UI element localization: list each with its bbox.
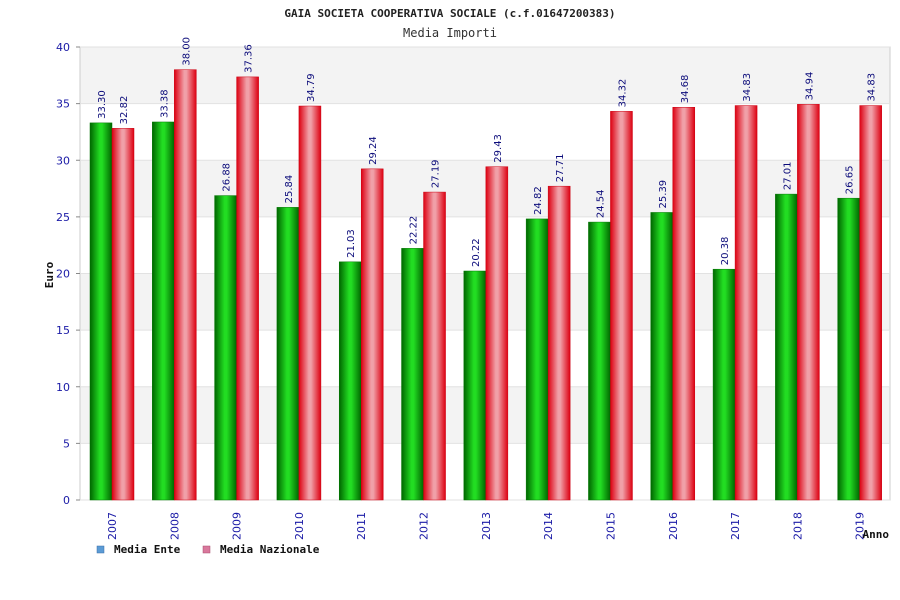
bar-media-ente-2010 <box>276 207 300 501</box>
legend-swatch-media-nazionale <box>202 545 211 554</box>
legend: Media Ente Media Nazionale <box>96 543 320 556</box>
bar-media-ente-2009 <box>214 195 237 501</box>
data-label: 29.24 <box>368 136 379 165</box>
data-label: 26.65 <box>845 166 856 195</box>
bar-media-ente-2016 <box>650 212 674 501</box>
bar-media-nazionale-2007 <box>111 128 135 501</box>
bar-media-ente-2011 <box>338 261 362 501</box>
x-tick-label: 2018 <box>791 512 804 540</box>
data-label: 33.38 <box>159 89 170 118</box>
chart-subtitle: Media Importi <box>403 26 497 40</box>
data-label: 34.94 <box>804 72 815 101</box>
data-label: 22.22 <box>409 216 420 245</box>
x-axis-ticks: 2007 2008 2009 2010 2011 2012 2013 2014 2015 2016… <box>106 512 867 540</box>
data-label: 38.00 <box>181 37 192 66</box>
bar-media-nazionale-2014 <box>547 185 571 501</box>
data-label: 25.84 <box>284 175 295 204</box>
y-tick-label: 30 <box>56 154 70 167</box>
data-label: 24.54 <box>595 189 606 218</box>
bar-media-ente-2018 <box>775 193 798 501</box>
data-label: 34.68 <box>680 75 691 104</box>
bar-media-ente-2019 <box>837 197 860 501</box>
bar-media-ente-2015 <box>588 221 611 501</box>
data-label: 24.82 <box>533 186 544 215</box>
y-tick-label: 35 <box>56 98 70 111</box>
bar-media-nazionale-2011 <box>360 168 384 501</box>
bar-media-ente-2008 <box>152 121 175 501</box>
data-labels: 33.30 32.82 33.38 38.00 26.88 37.36 25.84 34.79… <box>97 37 878 267</box>
data-label: 27.71 <box>555 154 566 183</box>
bar-media-nazionale-2010 <box>298 105 322 501</box>
bar-media-ente-2007 <box>89 122 113 501</box>
x-tick-label: 2015 <box>604 512 617 540</box>
data-label: 20.38 <box>720 237 731 266</box>
data-label: 37.36 <box>244 44 255 73</box>
x-tick-label: 2007 <box>106 512 119 540</box>
x-tick-label: 2017 <box>729 512 742 540</box>
data-label: 21.03 <box>346 229 357 258</box>
bar-media-nazionale-2008 <box>174 69 197 501</box>
y-axis-ticks: 0 5 10 15 20 25 30 35 40 <box>56 41 80 507</box>
y-tick-label: 0 <box>63 494 70 507</box>
bar-media-nazionale-2013 <box>485 166 509 501</box>
bar-media-nazionale-2018 <box>797 104 820 501</box>
x-tick-label: 2019 <box>854 512 867 540</box>
legend-label-media-nazionale: Media Nazionale <box>220 543 320 556</box>
data-label: 32.82 <box>119 96 130 125</box>
y-axis-label: Euro <box>43 261 56 288</box>
bar-media-nazionale-2017 <box>734 105 758 501</box>
data-label: 34.83 <box>867 73 878 102</box>
legend-swatch-media-ente <box>96 545 105 554</box>
x-tick-label: 2011 <box>355 512 368 540</box>
x-tick-label: 2016 <box>667 512 680 540</box>
data-label: 33.30 <box>97 90 108 119</box>
data-label: 34.79 <box>306 73 317 102</box>
data-label: 27.19 <box>431 159 442 188</box>
y-tick-label: 15 <box>56 324 70 337</box>
data-label: 25.39 <box>658 180 669 209</box>
y-tick-label: 25 <box>56 211 70 224</box>
chart-title: GAIA SOCIETA COOPERATIVA SOCIALE (c.f.01… <box>284 7 615 20</box>
bar-media-ente-2014 <box>525 218 549 501</box>
x-tick-label: 2010 <box>293 512 306 540</box>
data-label: 29.43 <box>493 134 504 163</box>
bar-media-nazionale-2016 <box>672 106 696 501</box>
grid-band <box>80 47 890 104</box>
y-tick-label: 20 <box>56 268 70 281</box>
data-label: 27.01 <box>782 161 793 190</box>
bar-media-nazionale-2015 <box>610 111 633 501</box>
y-tick-label: 5 <box>63 437 70 450</box>
x-tick-label: 2013 <box>480 512 493 540</box>
bar-media-nazionale-2009 <box>236 76 259 501</box>
bar-media-nazionale-2019 <box>859 105 882 501</box>
bars <box>89 69 882 501</box>
bar-media-ente-2012 <box>401 248 424 501</box>
x-tick-label: 2009 <box>231 512 244 540</box>
x-axis-label: Anno <box>863 528 890 541</box>
x-tick-label: 2008 <box>168 512 181 540</box>
data-label: 34.83 <box>742 73 753 102</box>
x-tick-label: 2012 <box>418 512 431 540</box>
data-label: 34.32 <box>617 79 628 108</box>
y-tick-label: 40 <box>56 41 70 54</box>
legend-label-media-ente: Media Ente <box>114 543 181 556</box>
data-label: 20.22 <box>471 238 482 267</box>
bar-media-ente-2013 <box>463 270 487 501</box>
data-label: 26.88 <box>222 163 233 192</box>
grid-band <box>80 160 890 217</box>
bar-media-nazionale-2012 <box>423 191 446 501</box>
y-tick-label: 10 <box>56 381 70 394</box>
bar-media-ente-2017 <box>712 268 736 501</box>
x-tick-label: 2014 <box>542 512 555 540</box>
